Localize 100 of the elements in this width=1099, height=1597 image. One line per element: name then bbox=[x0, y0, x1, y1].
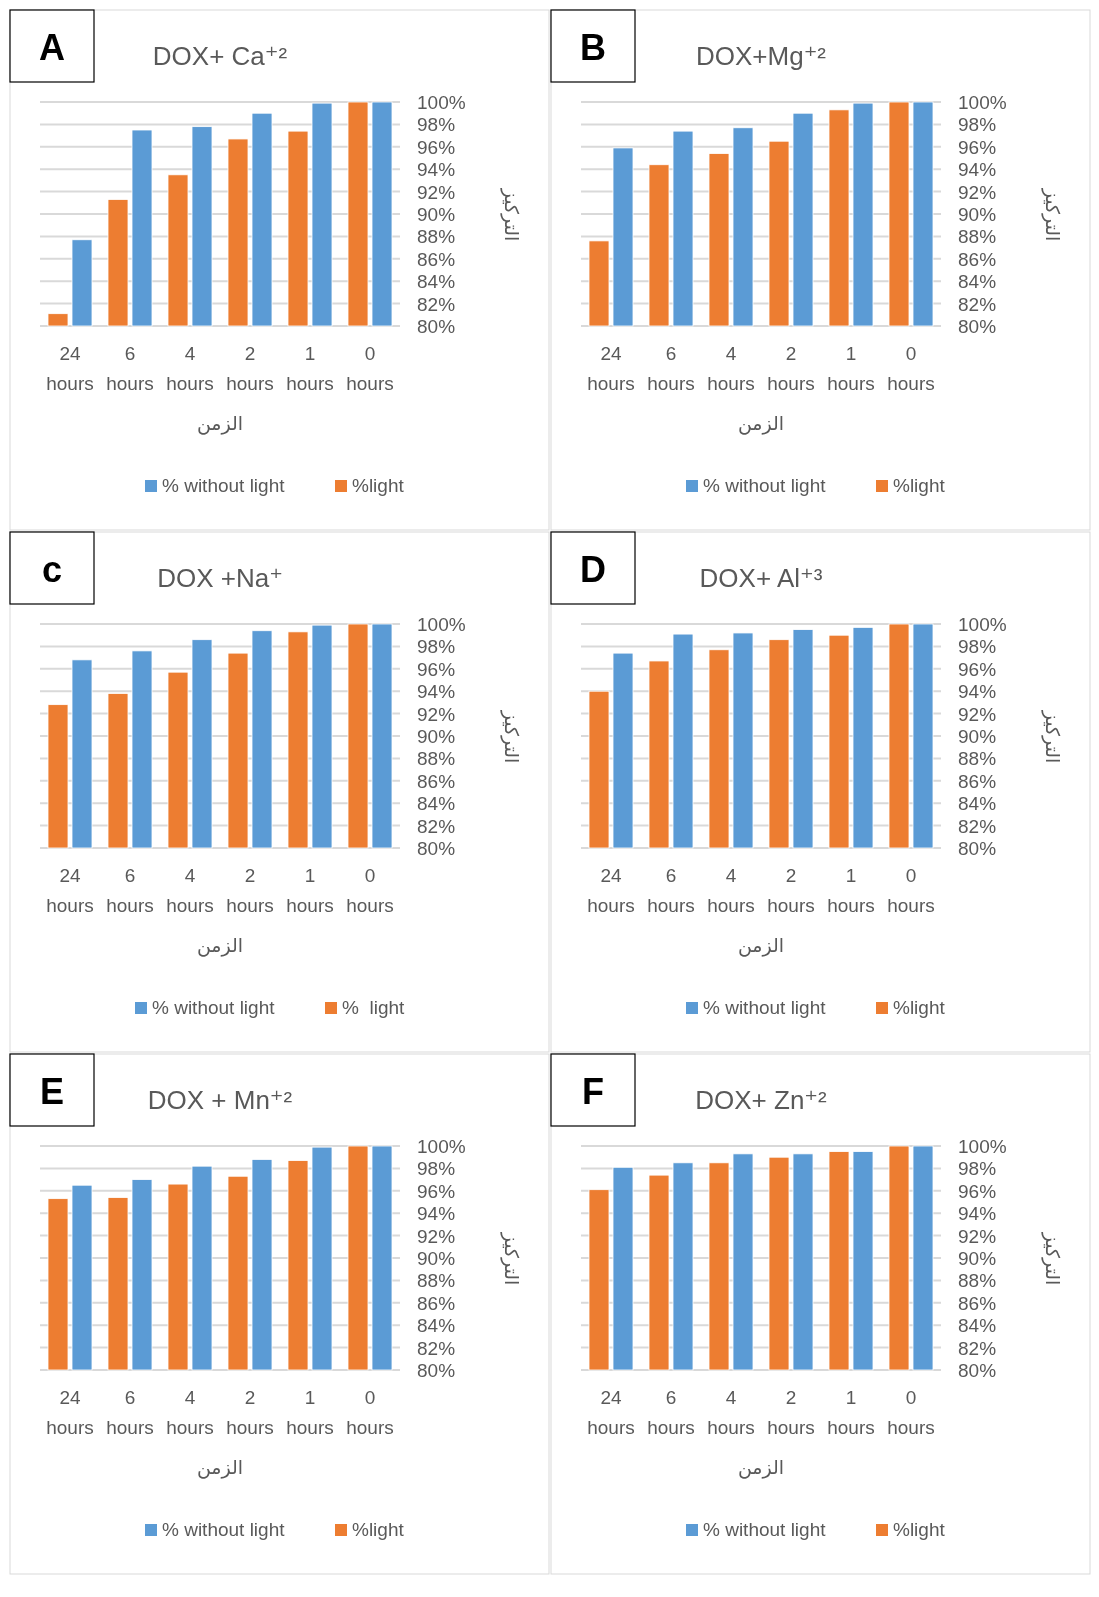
y-tick-label: 98% bbox=[958, 1158, 997, 1180]
x-tick-label: 4 hours bbox=[707, 865, 755, 916]
chart-title: DOX + Mn⁺² bbox=[147, 1085, 293, 1115]
y-tick-label: 82% bbox=[417, 1337, 456, 1359]
legend-label: % without light bbox=[162, 1519, 286, 1540]
y-tick-label: 98% bbox=[958, 114, 997, 136]
y-tick-label: 82% bbox=[417, 815, 456, 837]
text: F bbox=[582, 1071, 604, 1112]
y-tick-label: 98% bbox=[417, 636, 456, 658]
y-tick-label: 96% bbox=[417, 1180, 456, 1202]
x-tick-label: 6 hours bbox=[106, 865, 154, 916]
y-axis-title: التركيز bbox=[1041, 709, 1063, 764]
y-tick-label: 94% bbox=[417, 1203, 456, 1225]
y-tick-label: 86% bbox=[417, 770, 456, 792]
legend-label: % without light bbox=[152, 997, 276, 1018]
x-tick-label: 2 hours bbox=[767, 1387, 815, 1438]
text: E bbox=[39, 1071, 65, 1112]
y-tick-label: 84% bbox=[417, 1315, 456, 1337]
text: D bbox=[580, 549, 606, 590]
y-tick-label: 92% bbox=[958, 1225, 997, 1247]
x-tick-label: 2 hours bbox=[226, 343, 274, 394]
chart-title: DOX+ Ca⁺² bbox=[152, 41, 288, 71]
y-tick-label: 86% bbox=[958, 770, 997, 792]
y-tick-label: 98% bbox=[417, 114, 456, 136]
y-tick-label: 80% bbox=[958, 838, 997, 859]
y-tick-label: 96% bbox=[958, 1180, 997, 1202]
x-tick-label: 2 hours bbox=[226, 865, 274, 916]
text: c bbox=[41, 549, 63, 590]
y-tick-label: 88% bbox=[958, 748, 997, 770]
chart-title: DOX+Mg⁺² bbox=[695, 41, 827, 71]
y-tick-label: 84% bbox=[417, 793, 456, 815]
y-tick-label: 82% bbox=[417, 293, 456, 315]
x-axis-title: الزمن bbox=[196, 935, 244, 957]
x-tick-label: 1 hours bbox=[286, 1387, 334, 1438]
x-tick-label: 6 hours bbox=[106, 343, 154, 394]
x-tick-label: 2 hours bbox=[226, 1387, 274, 1438]
chart-title: DOX+ Zn⁺² bbox=[695, 1085, 828, 1115]
x-tick-label: 0 hours bbox=[887, 1387, 935, 1438]
x-tick-label: 4 hours bbox=[707, 1387, 755, 1438]
legend-label: % without light bbox=[703, 1519, 827, 1540]
y-tick-label: 98% bbox=[958, 636, 997, 658]
x-tick-label: 0 hours bbox=[346, 343, 394, 394]
legend-label: %light bbox=[893, 1519, 946, 1540]
y-tick-label: 82% bbox=[958, 1337, 997, 1359]
x-axis-title: الزمن bbox=[196, 1457, 244, 1479]
x-tick-label: 0 hours bbox=[346, 865, 394, 916]
y-tick-label: 96% bbox=[417, 658, 456, 680]
y-axis-title: التركيز bbox=[1041, 1231, 1063, 1286]
y-tick-label: 80% bbox=[958, 316, 997, 337]
y-tick-label: 100% bbox=[958, 92, 1007, 113]
x-tick-label: 4 hours bbox=[166, 865, 214, 916]
y-tick-label: 86% bbox=[958, 1292, 997, 1314]
x-tick-label: 2 hours bbox=[767, 865, 815, 916]
x-tick-label: 0 hours bbox=[346, 1387, 394, 1438]
y-tick-label: 92% bbox=[417, 703, 456, 725]
y-tick-label: 100% bbox=[958, 614, 1007, 635]
y-tick-label: 90% bbox=[417, 726, 456, 747]
x-axis-title: الزمن bbox=[737, 935, 785, 957]
y-tick-label: 94% bbox=[958, 1203, 997, 1225]
x-tick-label: 2 hours bbox=[767, 343, 815, 394]
y-tick-label: 84% bbox=[417, 271, 456, 293]
y-tick-label: 96% bbox=[417, 136, 456, 158]
y-tick-label: 90% bbox=[417, 204, 456, 225]
y-tick-label: 88% bbox=[417, 1270, 456, 1292]
y-tick-label: 80% bbox=[417, 1360, 456, 1381]
y-tick-label: 94% bbox=[958, 681, 997, 703]
y-tick-label: 94% bbox=[417, 681, 456, 703]
x-tick-label: 0 hours bbox=[887, 865, 935, 916]
y-axis-title: التركيز bbox=[500, 1231, 522, 1286]
x-tick-label: 24 hours bbox=[46, 865, 94, 916]
y-tick-label: 100% bbox=[417, 1136, 466, 1157]
x-tick-label: 1 hours bbox=[827, 1387, 875, 1438]
y-tick-label: 92% bbox=[417, 181, 456, 203]
y-tick-label: 82% bbox=[958, 293, 997, 315]
y-tick-label: 84% bbox=[958, 1315, 997, 1337]
legend-label: %light bbox=[893, 475, 946, 496]
chart-title: DOX+ Al⁺³ bbox=[699, 563, 823, 593]
y-tick-label: 80% bbox=[958, 1360, 997, 1381]
y-tick-label: 96% bbox=[958, 658, 997, 680]
y-tick-label: 94% bbox=[958, 159, 997, 181]
y-tick-label: 80% bbox=[417, 316, 456, 337]
y-tick-label: 88% bbox=[417, 226, 456, 248]
y-tick-label: 92% bbox=[958, 703, 997, 725]
y-tick-label: 84% bbox=[958, 793, 997, 815]
x-tick-label: 4 hours bbox=[166, 1387, 214, 1438]
y-tick-label: 92% bbox=[417, 1225, 456, 1247]
y-tick-label: 90% bbox=[958, 1248, 997, 1269]
x-tick-label: 1 hours bbox=[827, 343, 875, 394]
y-tick-label: 96% bbox=[958, 136, 997, 158]
legend-label: % light bbox=[342, 997, 406, 1018]
y-tick-label: 82% bbox=[958, 815, 997, 837]
x-tick-label: 1 hours bbox=[827, 865, 875, 916]
y-axis-title: التركيز bbox=[500, 709, 522, 764]
legend-label: %light bbox=[352, 1519, 405, 1540]
y-tick-label: 92% bbox=[958, 181, 997, 203]
y-tick-label: 100% bbox=[417, 614, 466, 635]
x-axis-title: الزمن bbox=[196, 413, 244, 435]
y-tick-label: 90% bbox=[417, 1248, 456, 1269]
y-tick-label: 86% bbox=[417, 248, 456, 270]
y-tick-label: 100% bbox=[958, 1136, 1007, 1157]
